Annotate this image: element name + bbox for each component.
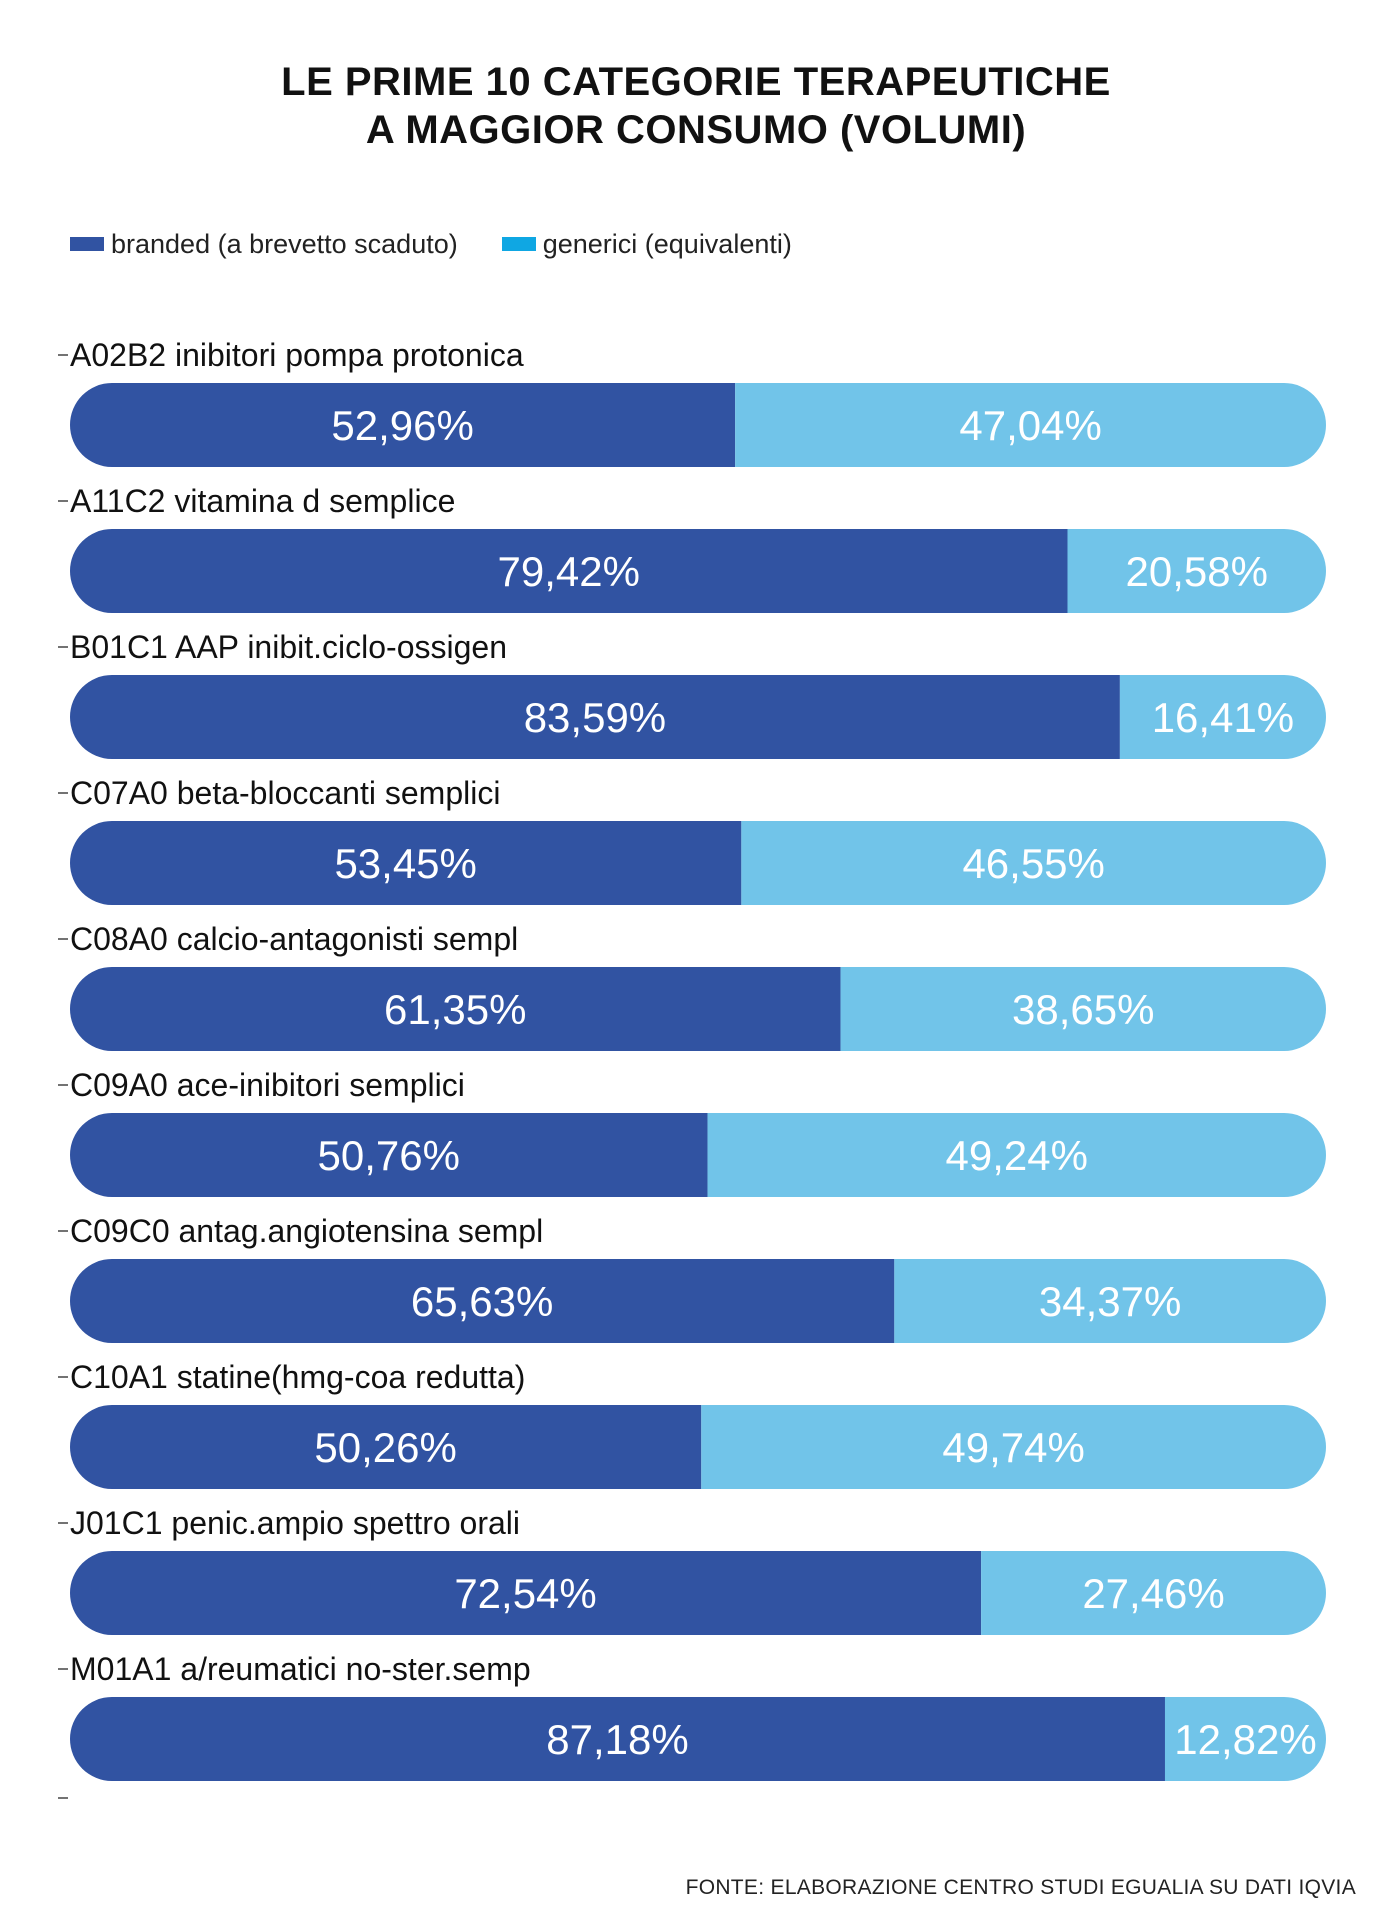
value-label-branded: 52,96% <box>331 402 473 449</box>
bar-segment-generic <box>701 1405 1326 1489</box>
value-label-branded: 72,54% <box>454 1570 596 1617</box>
category-label: A11C2 vitamina d semplice <box>70 483 455 519</box>
bar-segment-generic <box>840 967 1326 1051</box>
bar-segment-generic <box>735 383 1326 467</box>
bar-segment-generic <box>1164 1697 1326 1781</box>
legend: branded (a brevetto scaduto) generici (e… <box>70 226 836 262</box>
legend-swatch-generic <box>501 237 536 251</box>
legend-item-generic: generici (equivalenti) <box>501 228 792 260</box>
value-label-generic: 46,55% <box>962 840 1104 887</box>
category-label: C10A1 statine(hmg-coa redutta) <box>70 1359 525 1395</box>
category-label: A02B2 inibitori pompa protonica <box>70 337 524 373</box>
bar-segment-branded <box>70 821 742 905</box>
chart-title-line-1: LE PRIME 10 CATEGORIE TERAPEUTICHE <box>281 60 1111 104</box>
category-label: M01A1 a/reumatici no-ster.semp <box>70 1651 531 1687</box>
value-label-generic: 16,41% <box>1152 694 1294 741</box>
bar-segment-branded <box>70 383 736 467</box>
value-label-generic: 47,04% <box>959 402 1101 449</box>
value-label-generic: 49,74% <box>942 1424 1084 1471</box>
category-label: C09C0 antag.angiotensina sempl <box>70 1213 543 1249</box>
value-label-branded: 87,18% <box>546 1716 688 1763</box>
source-note: FONTE: ELABORAZIONE CENTRO STUDI EGUALIA… <box>685 1876 1356 1899</box>
value-label-branded: 65,63% <box>411 1278 553 1325</box>
bar-segment-branded <box>70 1551 982 1635</box>
bar-segment-generic <box>707 1113 1326 1197</box>
bar-segment-branded <box>70 1697 1165 1781</box>
value-label-branded: 50,76% <box>318 1132 460 1179</box>
value-label-branded: 83,59% <box>524 694 666 741</box>
category-label: C09A0 ace-inibitori semplici <box>70 1067 465 1103</box>
value-label-generic: 38,65% <box>1012 986 1154 1033</box>
category-label: B01C1 AAP inibit.ciclo-ossigen <box>70 629 507 665</box>
value-label-generic: 27,46% <box>1082 1570 1224 1617</box>
category-label: J01C1 penic.ampio spettro orali <box>70 1505 520 1541</box>
bar-segment-branded <box>70 1405 702 1489</box>
bar-segment-branded <box>70 675 1120 759</box>
bar-segment-generic <box>981 1551 1326 1635</box>
bar-segment-branded <box>70 529 1068 613</box>
legend-label-generic: generici (equivalenti) <box>542 228 792 259</box>
bar-segment-branded <box>70 1113 708 1197</box>
chart-title-line-2: A MAGGIOR CONSUMO (VOLUMI) <box>365 108 1027 152</box>
legend-swatch-branded <box>70 237 104 251</box>
value-label-branded: 79,42% <box>498 548 640 595</box>
bar-segment-generic <box>894 1259 1326 1343</box>
value-label-generic: 34,37% <box>1039 1278 1181 1325</box>
value-label-branded: 53,45% <box>334 840 476 887</box>
value-label-generic: 49,24% <box>946 1132 1088 1179</box>
value-label-branded: 61,35% <box>384 986 526 1033</box>
legend-label-branded: branded (a brevetto scaduto) <box>111 228 458 259</box>
bar-segment-generic <box>1119 675 1326 759</box>
category-label: C07A0 beta-bloccanti semplici <box>70 775 500 811</box>
category-label: C08A0 calcio-antagonisti sempl <box>70 921 518 957</box>
legend-item-branded: branded (a brevetto scaduto) <box>70 229 458 260</box>
bar-segment-branded <box>70 967 841 1051</box>
bar-segment-branded <box>70 1259 895 1343</box>
value-label-generic: 20,58% <box>1126 548 1268 595</box>
bar-segment-generic <box>741 821 1326 905</box>
bar-segment-generic <box>1067 529 1326 613</box>
value-label-branded: 50,26% <box>314 1424 456 1471</box>
value-label-generic: 12,82% <box>1174 1716 1316 1763</box>
chart-title: LE PRIME 10 CATEGORIE TERAPEUTICHE A MAG… <box>0 58 1392 154</box>
